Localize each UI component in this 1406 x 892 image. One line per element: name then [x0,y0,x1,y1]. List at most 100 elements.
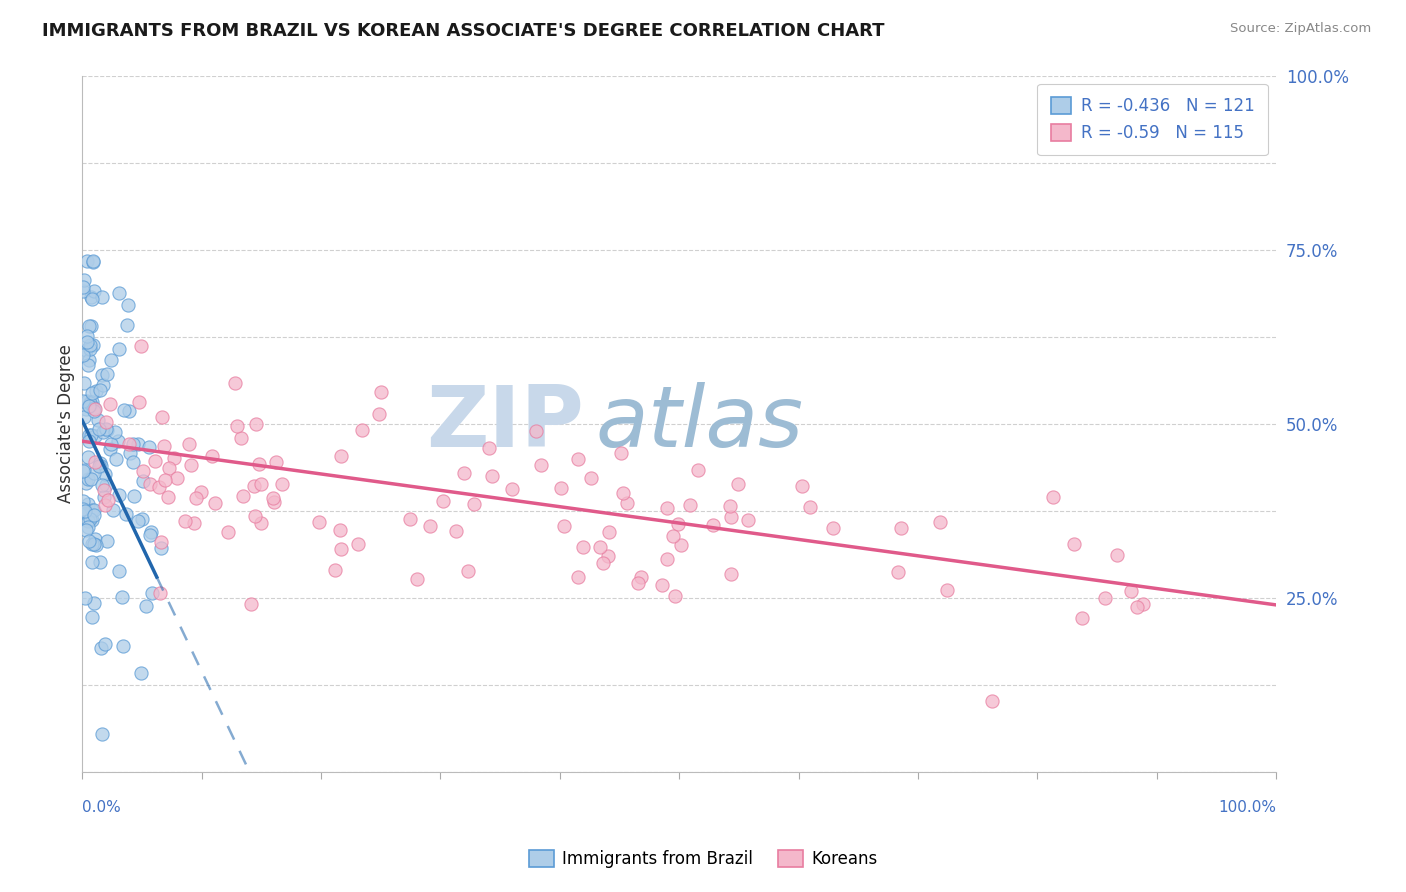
Point [76,472,98,486]
Point [686,463,709,477]
Point [139,527,162,541]
Point [75,343,97,358]
Point [1105,548,1128,562]
Point [75,475,97,490]
Point [84,429,107,443]
Point [226,418,249,433]
Y-axis label: Associate's Degree: Associate's Degree [58,344,75,503]
Point [720,510,742,524]
Point [76,253,98,268]
Point [579,471,602,485]
Point [481,469,503,483]
Point [139,524,162,539]
Point [89,384,111,398]
Point [107,488,129,502]
Point [122,489,145,503]
Point [118,404,141,418]
Point [398,512,420,526]
Point [616,496,638,510]
Point [890,521,912,535]
Point [122,455,145,469]
Point [110,590,132,604]
Point [887,565,910,579]
Point [661,529,683,543]
Point [93,498,115,512]
Point [432,494,454,508]
Point [100,352,122,367]
Point [82,254,104,268]
Point [83,596,105,610]
Point [166,471,188,485]
Point [77,353,100,368]
Point [84,532,107,546]
Point [463,497,485,511]
Point [330,542,353,557]
Point [73,591,96,605]
Point [77,358,100,372]
Point [330,449,353,463]
Point [152,410,174,425]
Point [121,437,143,451]
Text: 100.0%: 100.0% [1218,800,1277,815]
Point [94,637,117,651]
Point [77,520,100,534]
Point [80,293,103,307]
Point [132,464,155,478]
Point [477,441,499,455]
Point [156,490,179,504]
Point [112,402,135,417]
Point [72,279,94,293]
Point [120,446,142,460]
Point [77,427,100,442]
Point [550,482,572,496]
Point [177,437,200,451]
Point [80,503,103,517]
Point [84,455,107,469]
Point [108,565,131,579]
Point [457,564,479,578]
Point [530,458,553,472]
Point [131,665,153,680]
Point [572,540,595,554]
Point [135,599,157,614]
Point [76,328,98,343]
Point [91,378,114,392]
Point [679,498,702,512]
Point [229,431,252,445]
Point [325,563,347,577]
Point [79,338,101,352]
Point [524,424,547,438]
Point [651,578,673,592]
Point [928,515,950,529]
Point [245,417,267,431]
Point [669,537,692,551]
Point [240,597,263,611]
Point [153,473,176,487]
Point [627,575,650,590]
Point [799,500,821,514]
Point [666,517,689,532]
Point [243,509,266,524]
Point [83,401,105,415]
Point [217,524,239,539]
Point [101,503,124,517]
Point [242,479,264,493]
Point [72,284,94,298]
Point [127,514,149,528]
Point [1071,611,1094,625]
Point [655,500,678,515]
Point [592,556,614,570]
Point [157,460,180,475]
Point [75,504,97,518]
Point [152,439,174,453]
Point [271,476,294,491]
Point [77,450,100,464]
Point [1132,598,1154,612]
Point [186,491,208,505]
Point [76,394,98,409]
Point [453,466,475,480]
Point [190,485,212,500]
Point [91,290,114,304]
Point [370,385,392,400]
Point [1063,537,1085,551]
